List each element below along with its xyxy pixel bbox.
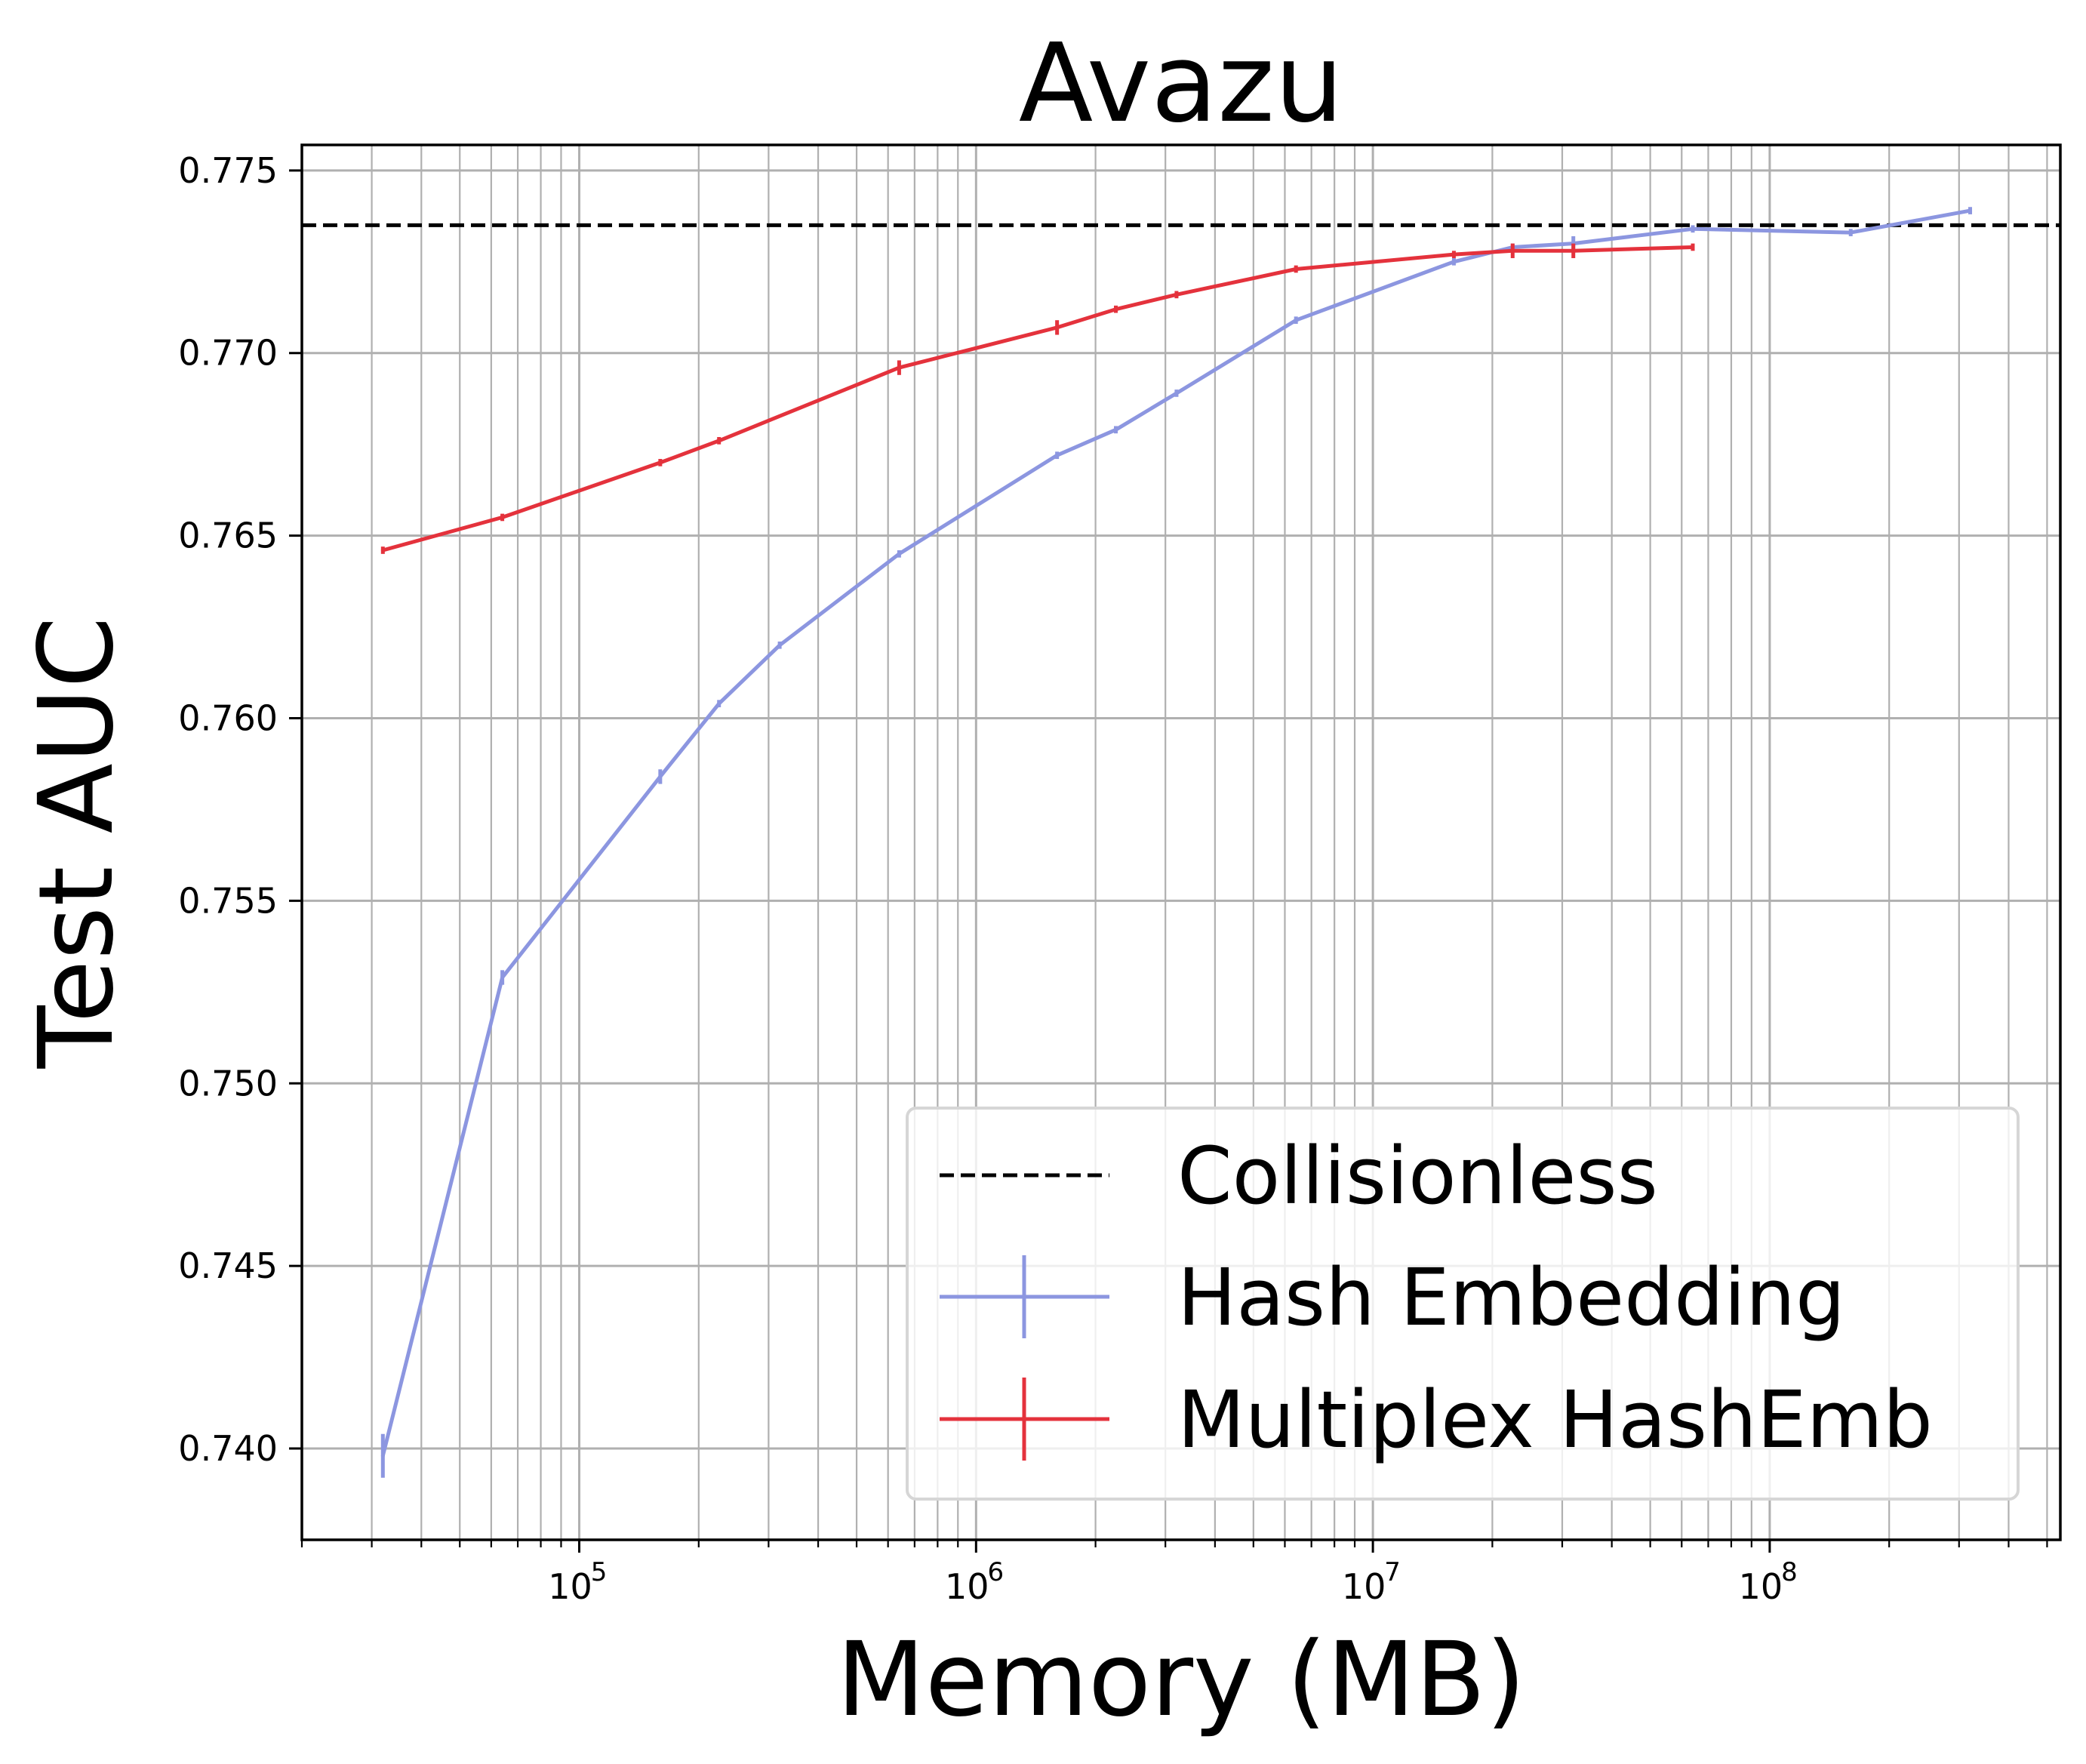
- hash-embedding-point: [777, 643, 782, 648]
- multiplex-hashemb-point: [500, 515, 505, 519]
- hash-embedding-point: [500, 975, 505, 980]
- legend: Collisionless Hash Embedding Multiplex H…: [906, 1107, 2020, 1501]
- x-axis-label: Memory (MB): [836, 1621, 1525, 1740]
- hash-embedding-point: [1968, 208, 1973, 213]
- y-tick-label: 0.750: [178, 1063, 278, 1104]
- plot-data: [302, 207, 2060, 1478]
- multiplex-hashemb-point: [717, 439, 721, 443]
- y-tick-label: 0.740: [178, 1428, 278, 1469]
- y-tick-label: 0.765: [178, 516, 278, 556]
- x-tick-label: 10: [1739, 1566, 1783, 1607]
- multiplex-hashemb-point: [1294, 266, 1298, 271]
- x-tick-label-exponent: 5: [591, 1557, 608, 1587]
- plot-frame: [300, 143, 2062, 1541]
- legend-multiplex-hashemb-label: Multiplex HashEmb: [1177, 1374, 1933, 1466]
- multiplex-hashemb-point: [1510, 248, 1515, 253]
- hash-embedding-line: [380, 208, 1971, 1457]
- y-tick-label: 0.760: [178, 698, 278, 739]
- y-axis-label: Test AUC: [17, 617, 137, 1070]
- x-tick-label-exponent: 6: [987, 1557, 1004, 1587]
- multiplex-hashemb-point: [1055, 325, 1060, 330]
- multiplex-hashemb-point: [1691, 245, 1695, 249]
- x-tick-label-exponent: 7: [1384, 1557, 1401, 1587]
- hash-embedding-point: [1055, 453, 1060, 457]
- multiplex-hashemb-point: [658, 460, 663, 465]
- y-tick-label: 0.770: [178, 333, 278, 374]
- hash-embedding-point: [717, 701, 721, 706]
- multiplex-hashemb-point: [1451, 252, 1456, 257]
- x-tick-label: 10: [945, 1566, 989, 1607]
- multiplex-hashemb-point: [1174, 292, 1179, 297]
- hash-embedding-point: [380, 1454, 385, 1458]
- x-tick-label-exponent: 8: [1781, 1557, 1798, 1587]
- multiplex-hashemb-point: [897, 365, 901, 370]
- legend-hash-embedding-label: Hash Embedding: [1177, 1251, 1845, 1344]
- hash-embedding-point: [1691, 226, 1695, 231]
- multiplex-hashemb-point: [1113, 307, 1118, 312]
- chart-title: Avazu: [1019, 20, 1343, 146]
- hash-embedding-point: [1848, 230, 1853, 235]
- y-tick-label: 0.745: [178, 1245, 278, 1286]
- hash-embedding-point: [1174, 391, 1179, 396]
- x-tick-label: 10: [548, 1566, 592, 1607]
- multiplex-hashemb-point: [380, 548, 385, 553]
- legend-frame: [906, 1107, 2020, 1501]
- x-tick-label: 10: [1342, 1566, 1386, 1607]
- hash-embedding-point: [1451, 260, 1456, 264]
- hash-embedding-point: [658, 774, 663, 779]
- hash-embedding-point: [1113, 427, 1118, 432]
- y-tick-label: 0.775: [178, 150, 278, 191]
- legend-collisionless-label: Collisionless: [1177, 1130, 1658, 1222]
- hash-embedding-point: [1294, 318, 1298, 322]
- multiplex-hashemb-point: [1571, 248, 1576, 253]
- y-tick-label: 0.755: [178, 880, 278, 921]
- hash-embedding-point: [897, 552, 901, 556]
- axis-ticks: 105 106 107 1080.7400.7450.7500.7550.7600.7…: [178, 150, 2048, 1607]
